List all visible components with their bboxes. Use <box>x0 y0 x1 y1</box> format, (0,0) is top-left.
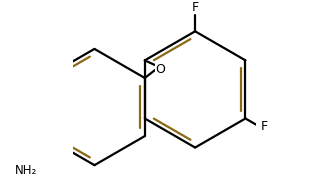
Text: F: F <box>192 1 199 14</box>
Text: NH₂: NH₂ <box>15 164 37 177</box>
Text: O: O <box>155 63 165 76</box>
Text: F: F <box>261 120 268 133</box>
